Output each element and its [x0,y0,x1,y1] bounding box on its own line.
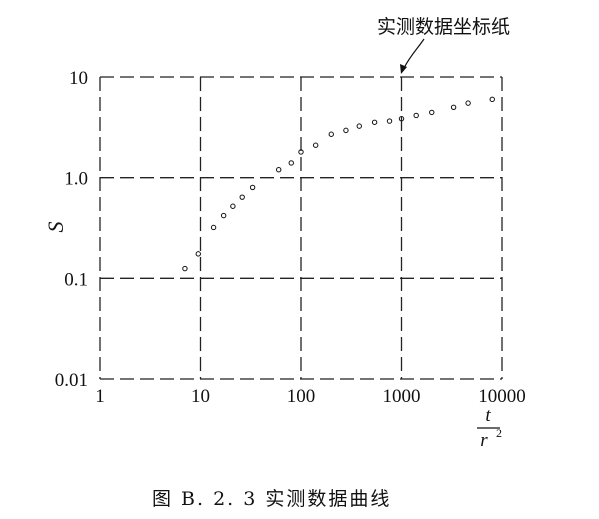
annotation-label: 实测数据坐标纸 [377,16,510,38]
y-tick-label: 0.1 [64,269,88,290]
data-point [276,166,282,173]
x-tick-label: 1000 [383,386,421,407]
data-point [429,109,435,116]
data-point [489,96,495,103]
data-point [371,119,378,125]
y-tick-label: 0.01 [55,370,88,391]
x-tick-label: 10 [191,386,210,407]
y-tick-label: 10 [69,68,88,89]
tick-labels: 1 10 100 1000 10000 10 1.0 0.1 0.01 [55,68,526,407]
x-tick-label: 1 [95,386,105,407]
x-axis-label-exponent: 2 [496,426,502,440]
x-tick-label: 10000 [478,386,526,407]
data-point [450,104,457,111]
annotation-leader-line [403,38,425,69]
plot-frame [99,76,503,380]
data-point [210,224,217,231]
data-point [343,127,349,134]
data-point [356,123,362,129]
data-point [249,184,256,191]
y-axis-label: S [43,222,68,233]
x-axis-label-numerator: t [485,405,491,426]
data-point [413,112,419,119]
data-point [288,160,294,166]
x-tick-label: 100 [287,386,316,407]
data-point [298,149,304,155]
data-point [386,118,393,124]
data-point [230,203,236,209]
x-axis-label-denominator: r [480,430,488,451]
grid [100,77,502,379]
annotation-arrowhead [400,64,407,74]
x-axis-label: t r 2 [477,405,502,451]
data-point [220,212,227,219]
data-point [239,194,245,200]
data-point [465,100,471,106]
data-point [195,251,201,257]
data-point [398,116,405,122]
data-point [328,131,334,137]
figure-caption: 图 B. 2. 3 实测数据曲线 [152,488,391,510]
y-tick-label: 1.0 [64,169,88,190]
data-point [312,142,319,148]
data-point [182,265,188,272]
data-points [182,96,495,272]
